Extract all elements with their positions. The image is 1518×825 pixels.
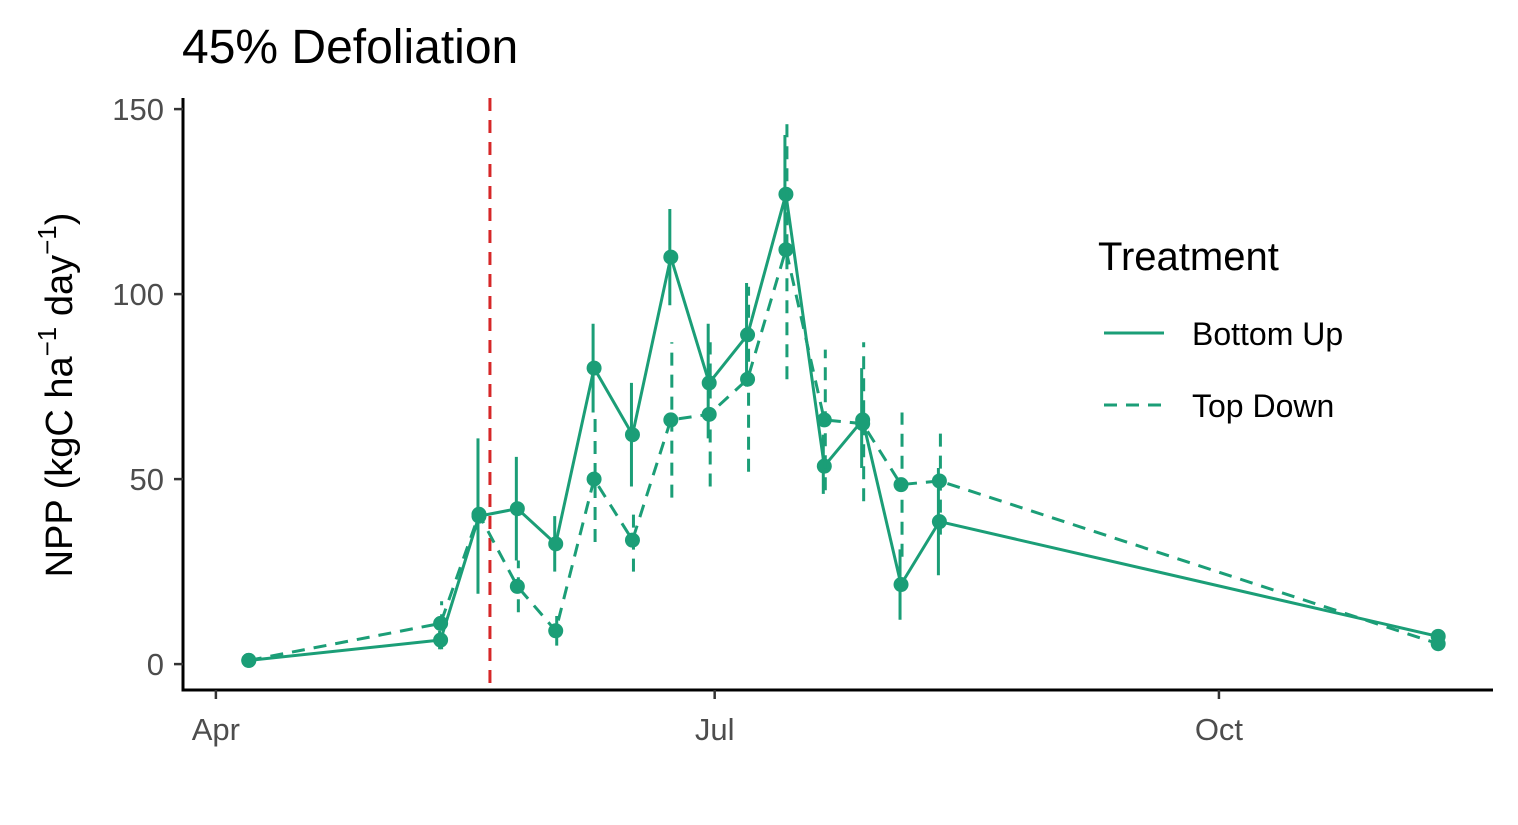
chart-title: 45% Defoliation xyxy=(182,21,518,74)
top-down-point-11 xyxy=(816,412,832,428)
top-down-point-7 xyxy=(663,412,679,428)
top-down-point-0 xyxy=(241,652,257,668)
y-tick-label-50: 50 xyxy=(130,462,164,497)
x-tick-label-apr: Apr xyxy=(192,712,240,747)
top-down-point-5 xyxy=(586,471,602,487)
top-down-point-2 xyxy=(471,506,487,522)
bottom-up-point-5 xyxy=(586,360,602,376)
y-axis-title-prefix: NPP (kgC ha xyxy=(39,356,81,578)
x-tick-label-oct: Oct xyxy=(1195,712,1244,747)
y-tick-label-0: 0 xyxy=(147,647,164,682)
bottom-up-line xyxy=(248,192,1439,662)
top-down-point-6 xyxy=(624,532,640,548)
top-down-point-15 xyxy=(1430,636,1446,652)
x-tick-label-jul: Jul xyxy=(695,712,735,747)
top-down-line xyxy=(248,248,1439,662)
bottom-up-point-6 xyxy=(624,427,640,443)
bottom-up-point-7 xyxy=(663,249,679,265)
legend-title: Treatment xyxy=(1098,235,1279,279)
bottom-up-point-8 xyxy=(701,375,717,391)
top-down-point-14 xyxy=(931,473,947,489)
plot-area: 0 50 100 150 Apr Jul Oct xyxy=(112,92,1493,747)
top-down-point-12 xyxy=(855,416,871,432)
y-axis-title-sup1: −1 xyxy=(32,327,62,357)
legend-label-bottom-up: Bottom Up xyxy=(1192,316,1343,352)
y-tick-label-100: 100 xyxy=(112,277,164,312)
top-down-point-10 xyxy=(778,242,794,258)
y-axis-title-sup2: −1 xyxy=(32,225,62,255)
y-axis-title: NPP (kgC ha−1 day−1) xyxy=(32,213,81,578)
legend: Treatment Bottom Up Top Down xyxy=(1098,235,1343,424)
y-tick-label-150: 150 xyxy=(112,92,164,127)
top-down-point-3 xyxy=(509,578,525,594)
bottom-up-point-3 xyxy=(509,501,525,517)
legend-label-top-down: Top Down xyxy=(1192,388,1334,424)
top-down-point-8 xyxy=(701,406,717,422)
top-down-point-4 xyxy=(548,623,564,639)
top-down-point-1 xyxy=(433,615,449,631)
bottom-up-point-13 xyxy=(893,577,909,593)
bottom-up-point-4 xyxy=(548,536,564,552)
top-down-point-9 xyxy=(740,371,756,387)
top-down-point-13 xyxy=(893,477,909,493)
y-axis-title-middle: day xyxy=(39,255,81,327)
y-axis-title-suffix: ) xyxy=(39,213,81,226)
